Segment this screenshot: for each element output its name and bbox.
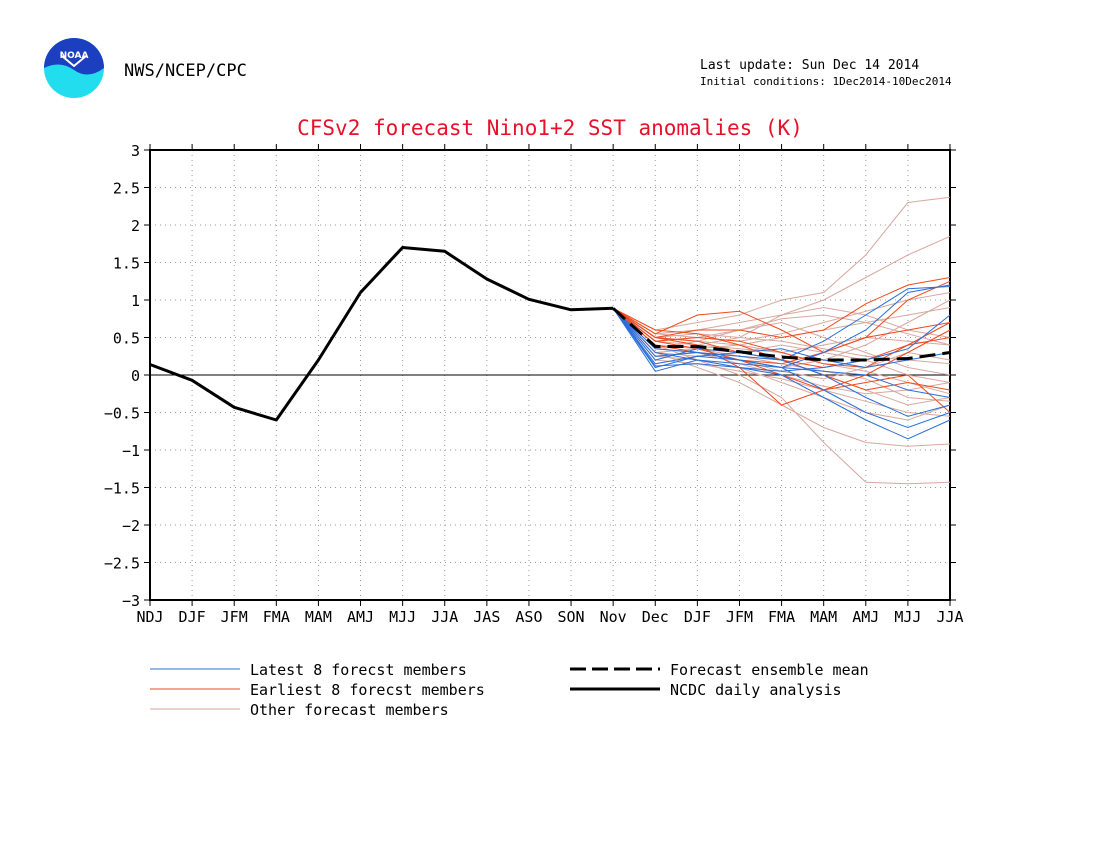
earliest-member-line: [612, 280, 951, 354]
earliest-member-line: [612, 307, 951, 406]
y-tick-label: 1: [131, 292, 140, 310]
legend: Latest 8 forecst members Earliest 8 fore…: [150, 661, 869, 719]
x-tick-label: MAM: [810, 608, 837, 626]
x-tick-label: JAS: [473, 608, 500, 626]
agency-label: NWS/NCEP/CPC: [124, 61, 247, 81]
other-member-line: [612, 307, 951, 365]
noaa-logo-icon: NOAA: [44, 38, 104, 98]
earliest-member-line: [612, 277, 951, 339]
latest-member-line: [612, 286, 951, 361]
y-tick-label: 1.5: [113, 255, 140, 273]
last-update: Last update: Sun Dec 14 2014: [700, 58, 919, 73]
y-tick-label: 0: [131, 367, 140, 385]
x-tick-label: JJA: [936, 608, 963, 626]
x-tick-label: Nov: [600, 608, 627, 626]
x-tick-label: JFM: [726, 608, 753, 626]
legend-label-analysis: NCDC daily analysis: [670, 681, 842, 699]
series: [149, 196, 951, 485]
latest-member-line: [612, 307, 951, 398]
y-tick-label: 3: [131, 142, 140, 160]
legend-label-latest: Latest 8 forecst members: [250, 661, 467, 679]
x-tick-label: MJJ: [894, 608, 921, 626]
earliest-member-line: [612, 307, 951, 365]
y-tick-label: −2.5: [104, 555, 140, 573]
x-tick-label: ASO: [515, 608, 542, 626]
y-tick-label: −3: [122, 592, 140, 610]
latest-member-line: [612, 308, 951, 372]
y-tick-label: 2: [131, 217, 140, 235]
latest-member-line: [612, 307, 951, 369]
chart-title: CFSv2 forecast Nino1+2 SST anomalies (K): [297, 116, 803, 140]
grid: [150, 150, 950, 600]
initial-conditions: Initial conditions: 1Dec2014-10Dec2014: [700, 75, 952, 88]
y-tick-label: −2: [122, 517, 140, 535]
x-tick-label: AMJ: [347, 608, 374, 626]
y-tick-label: −1: [122, 442, 140, 460]
legend-label-other: Other forecast members: [250, 701, 449, 719]
y-tick-label: 0.5: [113, 330, 140, 348]
other-member-line: [612, 307, 951, 421]
x-tick-label: MAM: [305, 608, 332, 626]
y-tick-label: 2.5: [113, 180, 140, 198]
y-tick-label: −1.5: [104, 480, 140, 498]
x-tick-label: JJA: [431, 608, 458, 626]
x-tick-label: AMJ: [852, 608, 879, 626]
x-tick-label: NDJ: [136, 608, 163, 626]
other-member-line: [612, 306, 951, 338]
y-tick-label: −0.5: [104, 405, 140, 423]
x-tick-label: FMA: [768, 608, 795, 626]
logo-text: NOAA: [60, 51, 89, 61]
x-tick-label: Dec: [642, 608, 669, 626]
x-tick-label: DJF: [684, 608, 711, 626]
x-tick-label: MJJ: [389, 608, 416, 626]
analysis-line: [149, 246, 614, 422]
latest-member-line: [612, 308, 951, 440]
x-tick-label: FMA: [263, 608, 290, 626]
ensemble-mean-line: [612, 307, 951, 362]
legend-label-earliest: Earliest 8 forecst members: [250, 681, 485, 699]
x-tick-label: JFM: [221, 608, 248, 626]
legend-label-mean: Forecast ensemble mean: [670, 661, 869, 679]
x-tick-label: DJF: [179, 608, 206, 626]
x-tick-label: SON: [558, 608, 585, 626]
